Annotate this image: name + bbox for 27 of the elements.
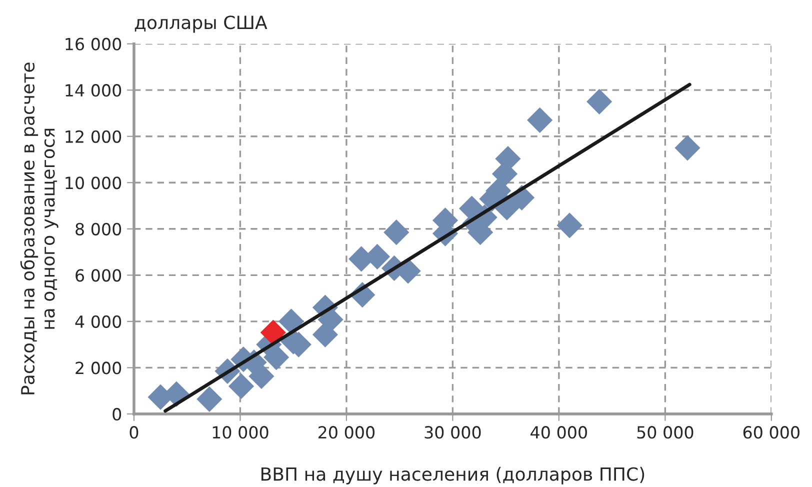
point [260, 320, 286, 346]
point [674, 135, 700, 161]
x-tick-label: 50 000 [637, 426, 694, 439]
x-tick-label: 0 [130, 426, 138, 439]
point [527, 107, 553, 133]
x-tick-label: 40 000 [530, 426, 587, 439]
x-tick-label: 30 000 [424, 426, 481, 439]
y-tick-label: 2 000 [76, 362, 122, 374]
text: доллары США [134, 16, 268, 33]
y-tick-label: 8 000 [76, 222, 122, 236]
x-tick-label: 60 000 [743, 426, 800, 439]
x-tick-label: 20 000 [318, 426, 375, 439]
y-tick-label: 14 000 [66, 84, 122, 97]
y-tick-label: 10 000 [66, 176, 122, 190]
point [556, 212, 582, 238]
y-tick-label: 16 000 [66, 38, 122, 50]
y-tick-label: 4 000 [75, 315, 122, 328]
point [196, 386, 222, 412]
point [228, 373, 254, 399]
y-axis-title: Расходы на образование в расчете на одного учащегося [20, 62, 58, 394]
x-axis-title: ВВП на душу населения (долларов ППС) [261, 466, 644, 484]
y-tick-label: 6 000 [76, 269, 122, 282]
point [586, 88, 612, 114]
point [384, 220, 410, 246]
y-tick-label: 0 [112, 408, 122, 421]
y-tick-label: 12 000 [66, 130, 122, 143]
x-tick-label: 10 000 [212, 426, 268, 439]
